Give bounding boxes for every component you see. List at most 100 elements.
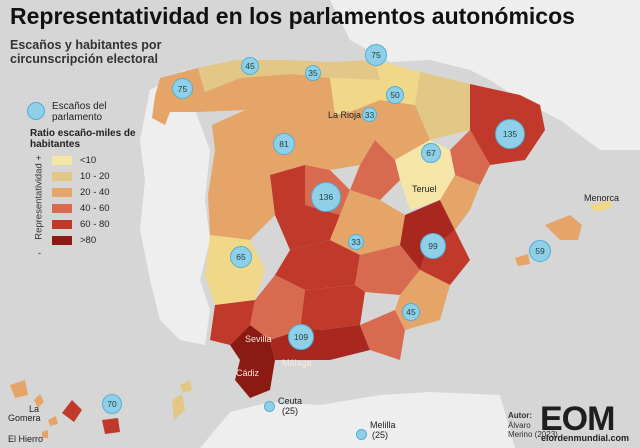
province-burgos-leon (240, 74, 335, 125)
island-la-palma (34, 394, 44, 408)
seats-circle-la-rioja: 33 (362, 107, 377, 122)
island-fuerteventura (172, 394, 185, 420)
label-melilla-seats: (25) (372, 430, 389, 440)
seats-circle-murcia: 45 (402, 303, 420, 321)
province-tarragona (450, 130, 490, 185)
province-huesca (415, 72, 470, 140)
label-sevilla: Sevilla (245, 334, 272, 344)
legend-label-6: >80 (80, 235, 97, 246)
legend-swatch-2 (52, 172, 72, 181)
island-ibiza (515, 254, 530, 266)
province-teruel (395, 140, 455, 210)
province-huelva (210, 300, 255, 345)
island-la-gomera-west (10, 380, 28, 398)
credit-author-1: Álvaro (508, 420, 531, 430)
label-malaga: Málaga (282, 358, 312, 368)
legend-ratio-title: Ratio escaño-miles de habitantes (30, 128, 136, 150)
province-zamora-salamanca (212, 110, 305, 175)
label-gomera: Gomera (8, 413, 41, 423)
seats-circle-ceuta (264, 401, 275, 412)
island-gran-canaria (102, 418, 120, 434)
legend-circle-icon (27, 102, 45, 120)
france-landmass (330, 0, 640, 150)
label-teruel: Teruel (412, 184, 437, 194)
seats-circle-melilla (356, 429, 367, 440)
province-la-rioja (330, 78, 380, 115)
legend-swatch-4 (52, 204, 72, 213)
legend-label-3: 20 - 40 (80, 187, 110, 198)
province-toledo (270, 165, 340, 250)
legend-row-4: 40 - 60 (52, 203, 110, 214)
seats-circle-andalucia: 109 (288, 324, 314, 350)
seats-circle-basque: 75 (365, 44, 387, 66)
island-el-hierro (42, 430, 48, 438)
island-mallorca (545, 215, 582, 240)
province-leon-west (198, 78, 245, 112)
label-el-hierro: El Hierro (8, 434, 44, 444)
island-la-gomera (48, 416, 58, 426)
label-ceuta-seats: (25) (282, 406, 299, 416)
province-segovia-soria (300, 112, 375, 170)
province-basque (330, 60, 380, 80)
legend-row-6: >80 (52, 235, 96, 246)
seats-circle-castilla-leon: 81 (273, 133, 295, 155)
seats-circle-galicia: 75 (172, 78, 193, 99)
province-galicia-east (198, 60, 240, 92)
label-ceuta: Ceuta (278, 396, 303, 406)
label-cadiz: Cádiz (236, 368, 260, 378)
province-cordoba (250, 275, 305, 340)
legend-swatch-3 (52, 188, 72, 197)
seats-circle-canarias: 70 (102, 394, 122, 414)
seats-circle-cantabria: 35 (305, 65, 321, 81)
province-guadalajara (350, 140, 400, 200)
legend-label-4: 40 - 60 (80, 203, 110, 214)
province-jaen (300, 285, 365, 330)
legend-plus-sign: + (36, 153, 42, 163)
legend-row-2: 10 - 20 (52, 171, 110, 182)
seats-circle-castilla-la-mancha: 33 (348, 234, 364, 250)
province-castellon (440, 175, 480, 230)
province-cadiz (235, 360, 275, 398)
credit-title: Autor: (508, 411, 532, 420)
legend-minus-sign: - (38, 248, 41, 258)
island-lanzarote (180, 380, 192, 393)
island-menorca (590, 200, 612, 212)
legend-label-2: 10 - 20 (80, 171, 110, 182)
legend-axis-label: Representatividad (33, 163, 45, 240)
credit-author-2: Merino (2023) (508, 430, 558, 439)
map-title: Representatividad en los parlamentos aut… (10, 3, 575, 29)
logo-eom: EOM (540, 400, 615, 438)
province-albacete (355, 245, 420, 295)
seats-circle-extremadura: 65 (230, 246, 252, 268)
legend-label-1: <10 (80, 155, 97, 166)
seats-circle-catalonia: 135 (495, 119, 525, 149)
province-sevilla (230, 325, 275, 360)
province-alicante (420, 230, 470, 285)
label-menorca: Menorca (584, 193, 620, 203)
legend-row-3: 20 - 40 (52, 187, 110, 198)
seats-circle-asturias: 45 (241, 57, 259, 75)
label-melilla: Melilla (370, 420, 396, 430)
province-caceres (208, 150, 275, 240)
legend-swatch-1 (52, 156, 72, 165)
province-granada (360, 310, 405, 360)
seats-circle-navarra: 50 (386, 86, 404, 104)
logo-site: elordenmundial.com (541, 433, 630, 443)
morocco-landmass (200, 392, 515, 448)
legend-row-1: <10 (52, 155, 96, 166)
seats-circle-balearic: 59 (529, 240, 551, 262)
seats-circle-madrid: 136 (311, 182, 341, 212)
island-tenerife (62, 400, 82, 422)
map-subtitle: Escaños y habitantes por circunscripción… (10, 38, 162, 66)
legend-label-5: 60 - 80 (80, 219, 110, 230)
credit-block: Autor: Álvaro Merino (2023) (508, 411, 558, 440)
province-ciudad-real (275, 240, 360, 290)
legend-row-5: 60 - 80 (52, 219, 110, 230)
seats-circle-valencia: 99 (420, 233, 446, 259)
legend-swatch-5 (52, 220, 72, 229)
seats-circle-aragon: 67 (421, 143, 441, 163)
label-la: La (29, 404, 40, 414)
label-la-rioja: La Rioja (328, 110, 362, 120)
portugal-landmass (140, 70, 210, 345)
